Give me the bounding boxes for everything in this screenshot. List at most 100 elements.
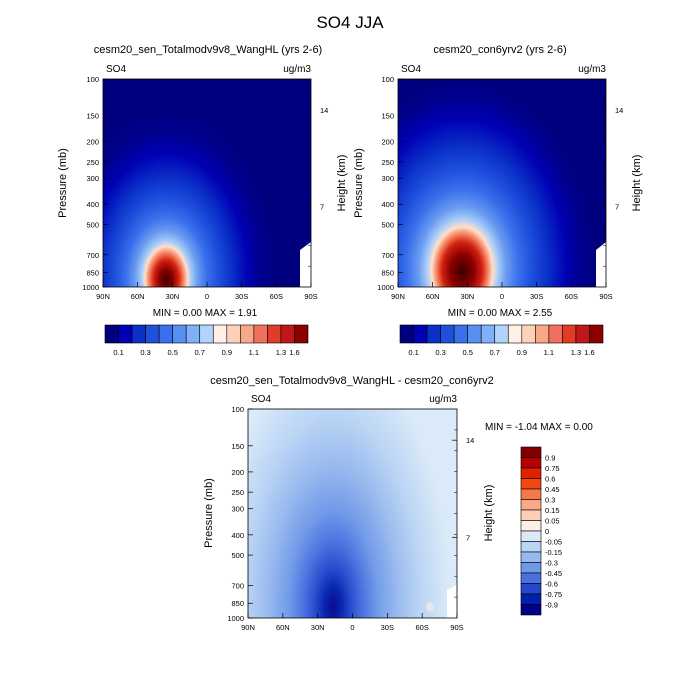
pressure-tick-label: 400 (86, 200, 99, 209)
colorbar-swatch (548, 324, 563, 344)
colorbar-label: -0.75 (545, 590, 562, 599)
colorbar-label: 1.6 (584, 348, 594, 357)
figure-title: SO4 JJA (316, 13, 384, 32)
colorbar-swatch (253, 324, 268, 344)
colorbar-swatch (520, 583, 542, 595)
pressure-tick-label: 400 (231, 531, 244, 540)
colorbar-swatch (520, 541, 542, 553)
lat-tick-label: 60N (276, 623, 290, 632)
pressure-tick-label: 500 (86, 220, 99, 229)
colorbar-swatch (494, 324, 509, 344)
colorbar-swatch (104, 324, 119, 344)
panel-right: cesm20_con6yrv2 (yrs 2-6) SO4 ug/m3 100 1… (353, 44, 643, 357)
colorbar-swatch (172, 324, 187, 344)
colorbar-swatch (520, 572, 542, 584)
colorbar-label: 0.15 (545, 506, 560, 515)
lat-tick-label: 60S (270, 292, 283, 301)
colorbar-label: 0.9 (545, 454, 555, 463)
panel-left-ylabel-right: Height (km) (336, 155, 348, 212)
colorbar-swatch (520, 551, 542, 563)
panel-left-minmax: MIN = 0.00 MAX = 1.91 (153, 308, 258, 319)
pressure-tick-label: 700 (86, 251, 99, 260)
colorbar-label: 0.6 (545, 475, 555, 484)
lat-tick-label: 30S (235, 292, 248, 301)
panel-right-title: cesm20_con6yrv2 (yrs 2-6) (433, 44, 566, 56)
colorbar-label: -0.45 (545, 569, 562, 578)
colorbar-swatch (520, 509, 542, 521)
colorbar-swatch (440, 324, 455, 344)
colorbar-swatch (520, 604, 542, 616)
colorbar-label: 1.1 (249, 348, 259, 357)
pressure-tick-label: 850 (231, 599, 244, 608)
colorbar-label: 0.7 (490, 348, 500, 357)
colorbar-label: -0.15 (545, 548, 562, 557)
colorbar-label: 0.9 (517, 348, 527, 357)
pressure-tick-label: 850 (86, 268, 99, 277)
pressure-tick-label: 200 (86, 138, 99, 147)
colorbar-label: -0.6 (545, 580, 558, 589)
height-tick-label: 14 (320, 106, 328, 115)
panel-left-ylabel: Pressure (mb) (57, 148, 69, 218)
colorbar-swatch (118, 324, 133, 344)
panel-bottom-height-axis: 14 7 (452, 429, 474, 598)
lat-tick-label: 60S (415, 623, 428, 632)
colorbar-swatch (399, 324, 414, 344)
pressure-tick-label: 250 (86, 158, 99, 167)
height-tick-label: 14 (466, 436, 474, 445)
colorbar-swatch (562, 324, 577, 344)
pressure-tick-label: 200 (381, 138, 394, 147)
lat-tick-label: 60S (565, 292, 578, 301)
lat-tick-label: 0 (350, 623, 354, 632)
panel-left: cesm20_sen_Totalmodv9v8_WangHL (yrs 2-6)… (57, 44, 348, 357)
lat-tick-label: 30S (381, 623, 394, 632)
lat-tick-label: 30N (311, 623, 325, 632)
pressure-tick-label: 500 (231, 551, 244, 560)
lat-tick-label: 0 (205, 292, 209, 301)
pressure-tick-label: 850 (381, 268, 394, 277)
pressure-tick-label: 500 (381, 220, 394, 229)
lat-tick-label: 0 (500, 292, 504, 301)
colorbar-label: 0.7 (195, 348, 205, 357)
colorbar-label: 0.1 (408, 348, 418, 357)
colorbar-swatch (158, 324, 173, 344)
panel-bottom-pressure-axis: 100 150 200 250 300 400 500 700 850 1000 (227, 405, 253, 623)
panel-bottom-minmax: MIN = -1.04 MAX = 0.00 (485, 422, 593, 433)
lat-tick-label: 90N (96, 292, 110, 301)
colorbar-swatch (520, 499, 542, 511)
colorbar-swatch (520, 520, 542, 532)
panel-left-heatmap (103, 79, 311, 287)
pressure-tick-label: 700 (381, 251, 394, 260)
panel-right-corner-left: SO4 (401, 64, 421, 75)
panel-bottom-ylabel-right: Height (km) (483, 485, 495, 542)
pressure-tick-label: 250 (381, 158, 394, 167)
panel-bottom-corner-left: SO4 (251, 394, 271, 405)
colorbar-swatch (521, 324, 536, 344)
colorbar-swatch (413, 324, 428, 344)
panel-right-heatmap (398, 79, 606, 287)
pressure-tick-label: 100 (381, 75, 394, 84)
colorbar-label: 1.3 (276, 348, 286, 357)
pressure-tick-label: 200 (231, 468, 244, 477)
panel-left-pressure-axis: 100 150 200 250 300 400 500 700 850 1000 (82, 75, 108, 292)
panel-right-corner-right: ug/m3 (578, 64, 606, 75)
colorbar-swatch (520, 530, 542, 542)
colorbar-label: 0 (545, 527, 549, 536)
colorbar-swatch (294, 324, 309, 344)
colorbar-swatch (185, 324, 201, 344)
colorbar-swatch (212, 324, 228, 344)
colorbar-swatch (426, 324, 441, 344)
pressure-tick-label: 300 (381, 174, 394, 183)
pressure-tick-label: 300 (231, 505, 244, 514)
panel-left-title: cesm20_sen_Totalmodv9v8_WangHL (yrs 2-6) (94, 44, 322, 56)
colorbar-swatch (520, 593, 542, 605)
colorbar-swatch (280, 324, 295, 344)
colorbar-label: 0.75 (545, 464, 560, 473)
colorbar-swatch (520, 488, 542, 500)
colorbar-swatch (520, 446, 542, 458)
colorbar-swatch (535, 324, 550, 344)
colorbar-label: 1.3 (571, 348, 581, 357)
colorbar-swatch (589, 324, 604, 344)
height-tick-label: 14 (615, 106, 623, 115)
colorbar-swatch (145, 324, 160, 344)
